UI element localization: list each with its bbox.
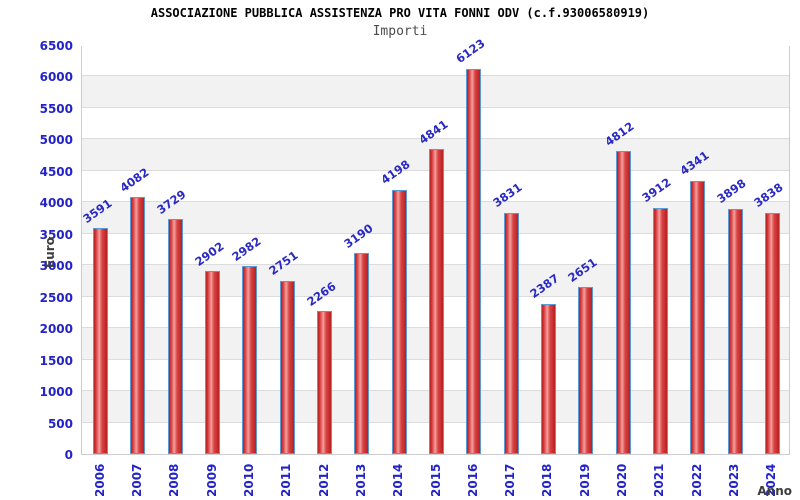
x-tick-label: 2021 — [652, 463, 667, 497]
x-tick-label: 2015 — [428, 463, 443, 497]
chart-subtitle: Importi — [372, 24, 428, 39]
plot-area: 3591 4082 3729 2902 2982 2751 2266 3190 4198 4841… — [80, 36, 790, 455]
x-tick-label: 2022 — [689, 463, 704, 497]
bar-2013 — [354, 253, 370, 454]
bar-2008 — [167, 219, 183, 454]
gridline — [82, 75, 789, 77]
bar-2007 — [130, 197, 146, 454]
bar-2016 — [466, 68, 482, 454]
gridline — [82, 138, 789, 140]
bar-2015 — [429, 149, 444, 454]
x-tick-label: 2012 — [316, 463, 331, 497]
x-tick-label: 2007 — [129, 463, 144, 497]
bar-2017 — [503, 212, 519, 454]
bar-2019 — [578, 287, 594, 454]
x-tick-label: 2013 — [353, 463, 368, 497]
bar-2022 — [690, 180, 706, 454]
gridline — [82, 106, 789, 108]
bar-2018 — [540, 303, 556, 454]
y-tick-label: 1500 — [39, 353, 73, 368]
plot-band — [82, 107, 789, 140]
y-tick-label: 0 — [64, 448, 73, 462]
x-tick-label: 2017 — [503, 463, 518, 497]
bar-2009 — [205, 271, 221, 454]
y-tick-label: 6000 — [39, 70, 73, 85]
x-tick-label: 2009 — [204, 463, 219, 497]
bar-2021 — [652, 207, 668, 454]
bar-2012 — [317, 311, 333, 454]
x-tick-label: 2018 — [540, 463, 555, 497]
y-tick-label: 4000 — [39, 196, 73, 211]
x-tick-label: 2006 — [92, 463, 107, 497]
x-tick-label: 2020 — [615, 463, 630, 497]
y-tick-label: 2000 — [39, 322, 73, 337]
y-tick-label: 3500 — [39, 227, 73, 242]
y-tick-label: 6500 — [39, 39, 73, 53]
plot-band — [82, 45, 789, 77]
y-tick-label: 1000 — [39, 385, 73, 400]
bar-2024 — [764, 212, 780, 454]
x-tick-label: 2016 — [465, 463, 480, 497]
x-tick-label: 2010 — [241, 463, 256, 497]
y-tick-label: 4500 — [39, 164, 73, 179]
bar-2011 — [279, 280, 295, 454]
y-tick-label: 2500 — [39, 290, 73, 305]
chart-title: ASSOCIAZIONE PUBBLICA ASSISTENZA PRO VIT… — [150, 6, 650, 20]
x-tick-label: 2008 — [167, 463, 182, 497]
x-tick-label: 2023 — [727, 463, 742, 497]
y-tick-label: 5500 — [39, 101, 73, 116]
bar-2006 — [93, 228, 109, 454]
x-axis-title: Anno — [757, 484, 792, 498]
x-tick-label: 2019 — [577, 463, 592, 497]
y-tick-label: 5000 — [39, 133, 73, 148]
bar-2010 — [242, 266, 258, 454]
bar-2014 — [391, 189, 407, 454]
bar-2020 — [615, 151, 631, 454]
x-tick-label: 2014 — [391, 463, 406, 497]
y-tick-label: 500 — [47, 416, 73, 431]
bar-2023 — [727, 208, 743, 454]
x-tick-label: 2011 — [279, 463, 294, 497]
y-tick-label: 3000 — [39, 259, 73, 274]
y-axis-title: Euro — [43, 237, 57, 268]
plot-band — [82, 76, 789, 108]
